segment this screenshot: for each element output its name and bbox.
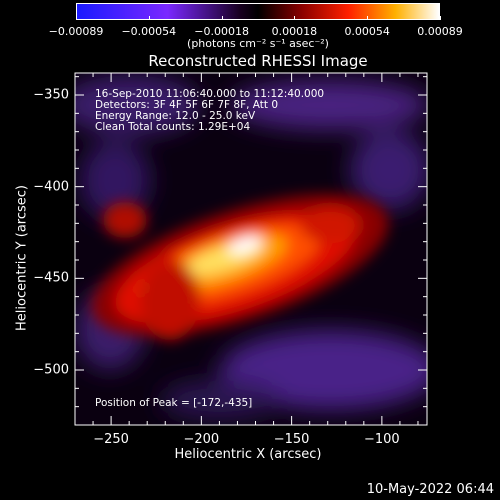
annotation-energy-range: Energy Range: 12.0 - 25.0 keV bbox=[95, 110, 256, 122]
colorbar-units: (photons cm⁻² s⁻¹ asec⁻²) bbox=[187, 37, 329, 50]
colorbar-tick-label: 0.00018 bbox=[271, 25, 318, 38]
x-axis-label: Heliocentric X (arcsec) bbox=[174, 447, 322, 462]
colorbar-tick bbox=[440, 16, 441, 20]
annotation-detectors: Detectors: 3F 4F 5F 6F 7F 8F, Att 0 bbox=[95, 99, 279, 111]
annotation-clean-counts: Clean Total counts: 1.29E+04 bbox=[95, 121, 251, 133]
y-tick-label: −350 bbox=[33, 87, 69, 103]
x-tick-label: −200 bbox=[183, 432, 220, 447]
colorbar-tick bbox=[294, 16, 296, 20]
y-tick-label: −450 bbox=[33, 270, 69, 286]
x-tick-label: −150 bbox=[273, 432, 310, 447]
colorbar bbox=[76, 3, 440, 20]
colorbar-tick bbox=[367, 16, 369, 20]
annotation-time-range: 16-Sep-2010 11:06:40.000 to 11:12:40.000 bbox=[95, 88, 325, 100]
colorbar-tick-label: 0.00089 bbox=[417, 25, 463, 38]
colorbar-tick-label: −0.00054 bbox=[121, 25, 177, 38]
colorbar-tick bbox=[76, 16, 77, 20]
source-emission bbox=[91, 194, 389, 340]
colorbar-tick-label: −0.00018 bbox=[194, 25, 249, 38]
y-tick-label: −400 bbox=[33, 179, 69, 195]
chart-title: Reconstructed RHESSI Image bbox=[148, 52, 368, 70]
footer-timestamp: 10-May-2022 06:44 bbox=[366, 482, 494, 497]
axis-ticks bbox=[75, 73, 427, 425]
peak-position-label: Position of Peak = [-172,-435] bbox=[95, 397, 253, 409]
colorbar-tick-label: 0.00054 bbox=[344, 25, 390, 38]
x-tick-label: −250 bbox=[93, 432, 129, 447]
x-tick-label: −100 bbox=[364, 432, 400, 447]
y-axis-label: Heliocentric Y (arcsec) bbox=[14, 185, 30, 331]
colorbar-tick bbox=[148, 16, 150, 20]
y-tick-label: −500 bbox=[33, 362, 69, 378]
colorbar-tick bbox=[221, 16, 223, 20]
colorbar-gradient bbox=[77, 4, 439, 19]
colorbar-tick-label: −0.00089 bbox=[48, 25, 104, 38]
